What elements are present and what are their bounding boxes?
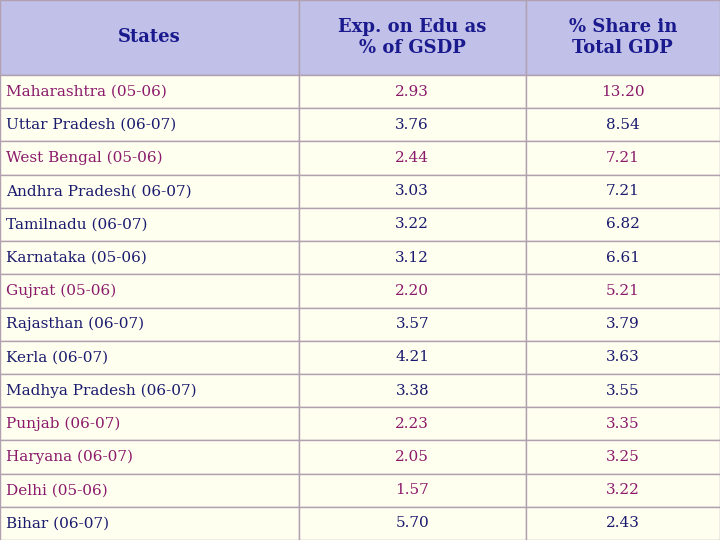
Bar (299, 307, 526, 341)
Text: 3.35: 3.35 (606, 417, 639, 431)
Text: 2.20: 2.20 (395, 284, 429, 298)
Bar (526, 108, 720, 141)
Text: West Bengal (05-06): West Bengal (05-06) (6, 151, 163, 165)
Bar (526, 208, 720, 241)
Bar (526, 174, 720, 208)
Text: Andhra Pradesh( 06-07): Andhra Pradesh( 06-07) (6, 184, 192, 198)
Bar (299, 440, 526, 474)
Text: 13.20: 13.20 (601, 85, 644, 99)
Bar (526, 274, 720, 307)
Text: Delhi (05-06): Delhi (05-06) (6, 483, 108, 497)
Bar (299, 0, 526, 75)
Bar (526, 507, 720, 540)
Bar (526, 440, 720, 474)
Text: Uttar Pradesh (06-07): Uttar Pradesh (06-07) (6, 118, 176, 132)
Bar (299, 341, 526, 374)
Text: Maharashtra (05-06): Maharashtra (05-06) (6, 85, 167, 99)
Text: 3.22: 3.22 (606, 483, 640, 497)
Text: 8.54: 8.54 (606, 118, 639, 132)
Bar (0, 507, 299, 540)
Bar (526, 141, 720, 174)
Text: 2.23: 2.23 (395, 417, 429, 431)
Text: Bihar (06-07): Bihar (06-07) (6, 516, 109, 530)
Bar (0, 241, 299, 274)
Text: % Share in
Total GDP: % Share in Total GDP (569, 18, 677, 57)
Text: 5.70: 5.70 (395, 516, 429, 530)
Text: Exp. on Edu as
% of GSDP: Exp. on Edu as % of GSDP (338, 18, 487, 57)
Text: Rajasthan (06-07): Rajasthan (06-07) (6, 317, 144, 332)
Text: Karnataka (05-06): Karnataka (05-06) (6, 251, 147, 265)
Text: 3.63: 3.63 (606, 350, 639, 365)
Bar (526, 241, 720, 274)
Text: 7.21: 7.21 (606, 184, 640, 198)
Bar (299, 374, 526, 407)
Bar (526, 374, 720, 407)
Text: 3.55: 3.55 (606, 383, 639, 397)
Bar (0, 274, 299, 307)
Bar (299, 274, 526, 307)
Bar (299, 108, 526, 141)
Text: 3.25: 3.25 (606, 450, 639, 464)
Text: 3.38: 3.38 (395, 383, 429, 397)
Bar (299, 75, 526, 108)
Text: Madhya Pradesh (06-07): Madhya Pradesh (06-07) (6, 383, 197, 398)
Bar (299, 241, 526, 274)
Text: 3.57: 3.57 (395, 317, 429, 331)
Text: Kerla (06-07): Kerla (06-07) (6, 350, 108, 365)
Bar (526, 75, 720, 108)
Text: 3.03: 3.03 (395, 184, 429, 198)
Text: 6.82: 6.82 (606, 218, 640, 232)
Bar (299, 174, 526, 208)
Text: 2.05: 2.05 (395, 450, 429, 464)
Bar (299, 208, 526, 241)
Bar (0, 75, 299, 108)
Bar (526, 407, 720, 440)
Text: 1.57: 1.57 (395, 483, 429, 497)
Bar (0, 174, 299, 208)
Bar (299, 474, 526, 507)
Bar (299, 507, 526, 540)
Bar (526, 0, 720, 75)
Bar (0, 141, 299, 174)
Text: Tamilnadu (06-07): Tamilnadu (06-07) (6, 218, 148, 232)
Text: 3.12: 3.12 (395, 251, 429, 265)
Text: 2.43: 2.43 (606, 516, 640, 530)
Bar (0, 208, 299, 241)
Text: 2.93: 2.93 (395, 85, 429, 99)
Bar (0, 341, 299, 374)
Text: 7.21: 7.21 (606, 151, 640, 165)
Bar (299, 141, 526, 174)
Text: Haryana (06-07): Haryana (06-07) (6, 450, 133, 464)
Text: 4.21: 4.21 (395, 350, 429, 365)
Bar (0, 307, 299, 341)
Bar (0, 374, 299, 407)
Bar (299, 407, 526, 440)
Bar (0, 407, 299, 440)
Bar (0, 0, 299, 75)
Text: Gujrat (05-06): Gujrat (05-06) (6, 284, 116, 298)
Text: 3.76: 3.76 (395, 118, 429, 132)
Text: 3.22: 3.22 (395, 218, 429, 232)
Bar (526, 341, 720, 374)
Bar (526, 307, 720, 341)
Bar (0, 440, 299, 474)
Bar (526, 474, 720, 507)
Text: 6.61: 6.61 (606, 251, 640, 265)
Text: States: States (118, 29, 181, 46)
Text: 2.44: 2.44 (395, 151, 429, 165)
Text: 5.21: 5.21 (606, 284, 640, 298)
Bar (0, 108, 299, 141)
Text: Punjab (06-07): Punjab (06-07) (6, 416, 120, 431)
Bar (0, 474, 299, 507)
Text: 3.79: 3.79 (606, 317, 639, 331)
